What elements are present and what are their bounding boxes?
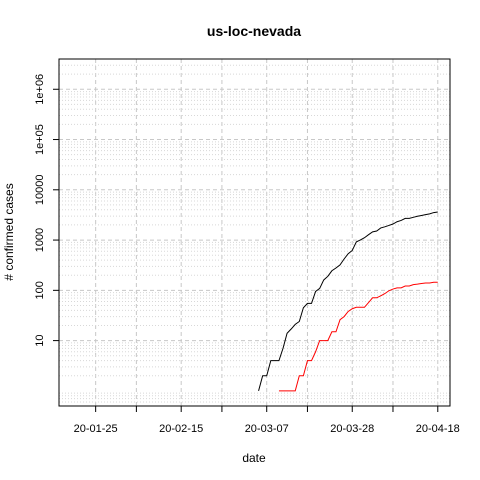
series-line-1 (278, 281, 438, 392)
y-tick-label: 1e+05 (34, 124, 46, 155)
x-tick-label: 20-04-18 (416, 423, 460, 435)
y-tick-label: 100 (34, 281, 46, 299)
y-tick-label: 10 (34, 334, 46, 346)
x-axis: 20-01-25 20-02-15 20-03-07 20-03-28 20-04-18 (74, 406, 460, 435)
y-axis-label: # confirmed cases (2, 183, 16, 280)
grid-lines (59, 58, 450, 407)
y-tick-label: 10000 (34, 175, 46, 206)
x-tick-label: 20-03-07 (245, 423, 289, 435)
x-tick-label: 20-02-15 (159, 423, 203, 435)
chart-title: us-loc-nevada (207, 23, 301, 39)
x-tick-label: 20-03-28 (330, 423, 374, 435)
series-line-0 (258, 211, 438, 392)
x-axis-label: date (242, 451, 266, 465)
series-lines (258, 211, 438, 392)
x-tick-label: 20-01-25 (74, 423, 118, 435)
y-tick-label: 1e+06 (34, 74, 46, 105)
y-tick-label: 1000 (34, 228, 46, 252)
y-axis: 10 100 1000 10000 1e+05 1e+06 (34, 74, 59, 347)
plot-frame (58, 58, 451, 407)
